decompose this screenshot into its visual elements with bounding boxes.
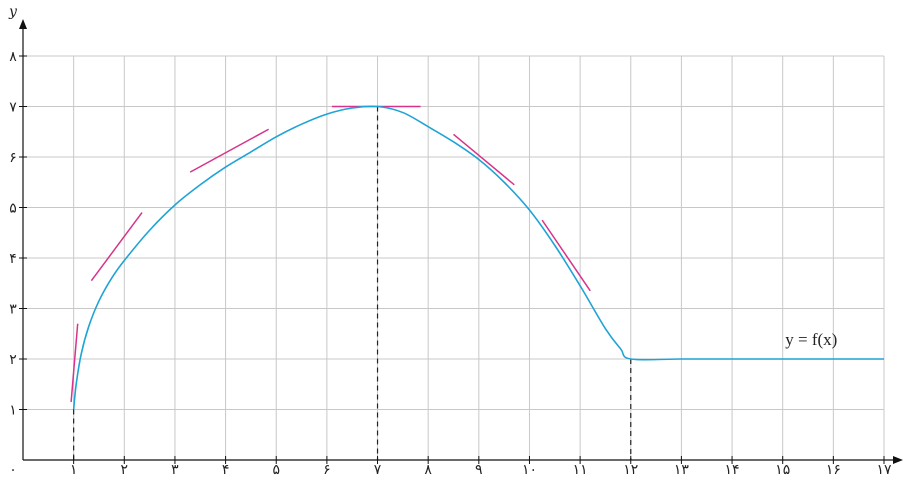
x-tick-label: ۰ [9,462,17,476]
y-tick-label: ۷ [9,100,17,116]
y-tick-label: ۸ [9,49,17,65]
dashed-markers [73,106,632,460]
y-tick-label: ۶ [9,150,17,166]
x-tick-label: ۱۳ [674,462,690,476]
x-tick-label: ۱۰ [522,462,537,476]
y-axis-arrow [19,19,27,29]
x-tick-label: ۶ [323,462,331,476]
x-tick-label: ۲ [121,462,129,476]
y-tick-label: ۱ [9,403,17,419]
axes [19,19,903,464]
y-tick-label: ۳ [9,302,17,318]
tangent-line [70,323,79,402]
x-tick-label: ۸ [424,462,432,476]
x-tick-label: ۵ [272,462,280,476]
x-tick-label: ۱۴ [725,462,740,476]
x-tick-label: ۴ [222,462,230,476]
x-tick-label: ۱۷ [876,462,892,476]
y-tick-label: ۴ [9,251,17,267]
tangent-line [453,133,515,186]
tangent-lines [70,105,591,402]
x-tick-label: ۱۶ [826,462,841,476]
x-tick-label: ۷ [374,462,382,476]
tangent-line [189,128,269,173]
x-tick-label: ۱۲ [623,462,638,476]
grid [23,55,885,460]
x-tick-label: ۱۵ [775,462,790,476]
x-tick-label: ۱۱ [573,462,588,476]
x-tick-label: ۱ [70,462,78,476]
y-tick-label: ۲ [9,352,17,368]
tangent-line [90,212,143,282]
x-axis-arrow [893,456,903,464]
tangent-line [541,219,591,292]
x-tick-label: ۹ [475,462,483,476]
x-tick-label: ۳ [171,462,179,476]
series-line-f [72,105,884,410]
curve [72,105,884,410]
curve-label: y = f(x) [785,330,837,349]
y-tick-label: ۵ [9,201,17,217]
y-axis-label: y [8,4,18,20]
